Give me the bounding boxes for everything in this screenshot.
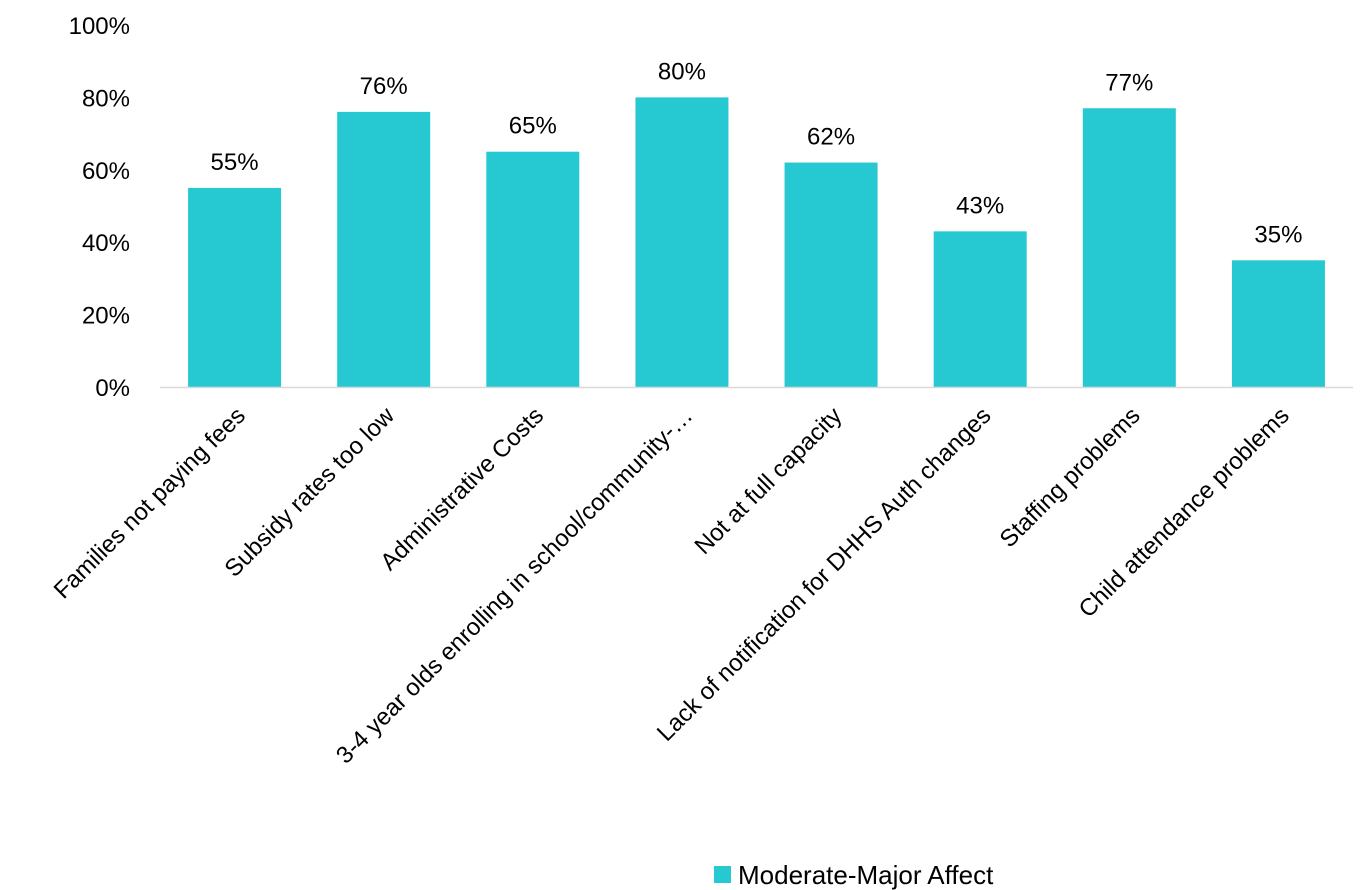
data-label: 35%: [1254, 221, 1302, 248]
category-label: Families not paying fees: [49, 402, 251, 604]
data-labels: 55% 76% 65% 80% 62% 43% 77% 35%: [211, 58, 1303, 248]
category-label: Lack of notification for DHHS Auth chang…: [652, 402, 997, 747]
y-axis: 0% 20% 40% 60% 80% 100%: [69, 13, 130, 402]
data-label: 65%: [509, 113, 557, 140]
bar: [1082, 108, 1176, 387]
bar: [188, 187, 282, 387]
bar: [486, 151, 580, 387]
bar: [337, 111, 431, 387]
category-label: Subsidy rates too low: [220, 402, 401, 583]
legend: Moderate-Major Affect: [714, 860, 994, 890]
data-label: 76%: [360, 73, 408, 100]
category-label: Staffing problems: [995, 402, 1146, 553]
category-label: Not at full capacity: [690, 402, 848, 560]
category-label: 3-4 year olds enrolling in school/commun…: [331, 402, 698, 769]
data-label: 77%: [1105, 69, 1153, 96]
bar: [635, 97, 729, 388]
data-label: 62%: [807, 124, 855, 151]
bar: [784, 162, 878, 387]
y-tick-label: 40%: [82, 230, 130, 257]
y-tick-label: 0%: [95, 375, 130, 402]
bar: [1231, 260, 1325, 387]
bar: [933, 231, 1027, 387]
y-tick-label: 20%: [82, 303, 130, 330]
legend-swatch: [714, 866, 731, 883]
data-label: 43%: [956, 192, 1004, 219]
y-tick-label: 100%: [69, 13, 130, 40]
bars: [188, 97, 1325, 388]
data-label: 80%: [658, 58, 706, 85]
y-tick-label: 60%: [82, 158, 130, 185]
legend-label: Moderate-Major Affect: [738, 860, 994, 890]
y-tick-label: 80%: [82, 85, 130, 112]
data-label: 55%: [211, 149, 259, 176]
category-label: Administrative Costs: [375, 402, 549, 576]
